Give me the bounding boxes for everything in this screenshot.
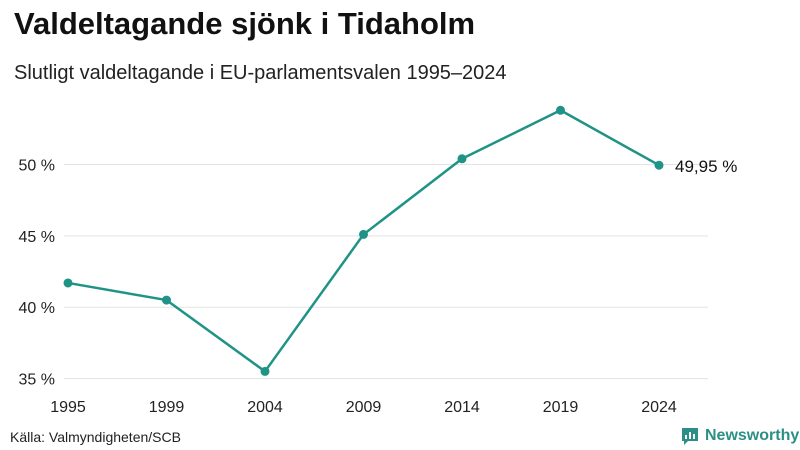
x-tick-label: 1999: [149, 399, 185, 416]
series-line: [66, 109, 661, 373]
end-value-label: 49,95 %: [675, 157, 737, 176]
x-tick-label: 1995: [50, 399, 86, 416]
source-note: Källa: Valmyndigheten/SCB: [10, 429, 181, 445]
data-point: [556, 105, 565, 115]
y-tick-label: 35 %: [19, 372, 55, 389]
data-point: [654, 160, 664, 170]
x-tick-label: 2019: [543, 399, 579, 416]
x-tick-label: 2004: [247, 399, 283, 416]
bar-chart-speech-icon: [682, 428, 698, 445]
data-point: [63, 278, 73, 288]
data-point: [162, 295, 171, 305]
x-tick-label: 2024: [641, 399, 677, 416]
y-tick-label: 50 %: [19, 158, 55, 175]
data-point: [359, 229, 368, 239]
chart-subtitle: Slutligt valdeltagande i EU-parlamentsva…: [14, 62, 507, 84]
y-tick-label: 45 %: [19, 229, 55, 246]
data-point: [457, 154, 467, 164]
y-tick-label: 40 %: [19, 300, 55, 317]
x-tick-label: 2014: [444, 399, 480, 416]
chart-title: Valdeltagande sjönk i Tidaholm: [14, 6, 476, 41]
brand-logo: Newsworthy: [680, 426, 799, 446]
x-tick-label: 2009: [346, 399, 382, 416]
brand-name: Newsworthy: [705, 427, 800, 444]
data-point: [260, 366, 270, 376]
